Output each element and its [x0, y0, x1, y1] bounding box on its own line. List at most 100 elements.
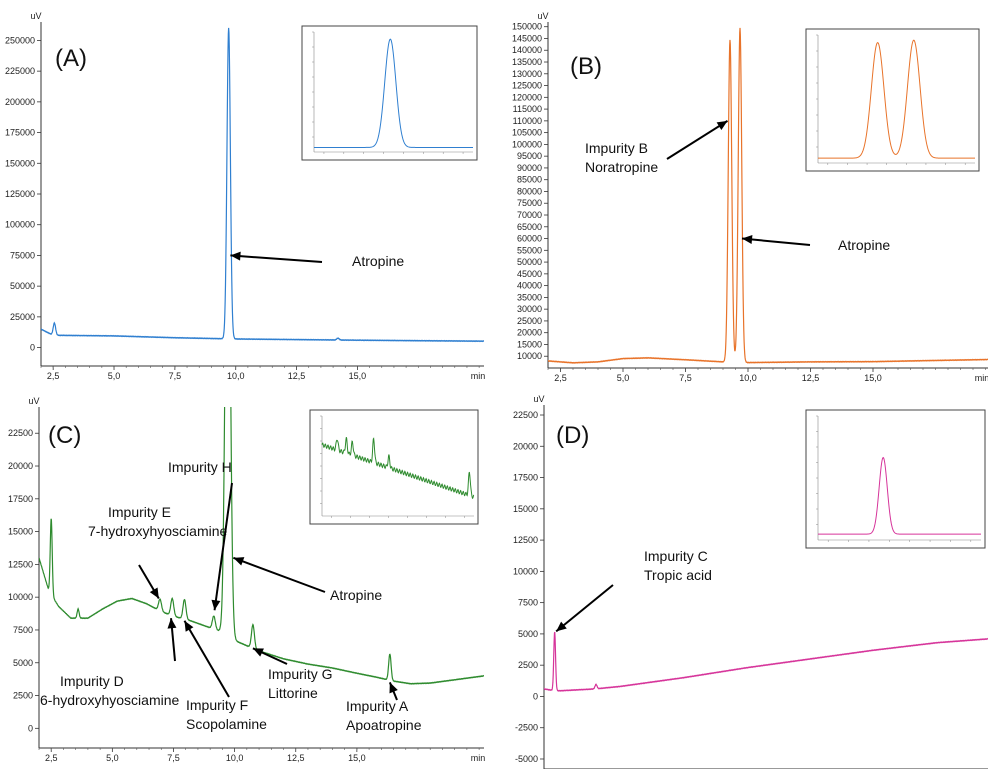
- x-unit-label: min: [471, 371, 486, 381]
- y-tick-label: 25000: [10, 312, 35, 322]
- panel-label: (B): [570, 53, 602, 80]
- y-tick-label: 100000: [512, 139, 542, 149]
- y-tick-label: 7500: [518, 598, 538, 608]
- peak-annotation: Impurity A Apoatropine: [346, 682, 422, 733]
- chromatogram-trace: [39, 407, 484, 685]
- annotation-text: Atropine: [352, 253, 404, 269]
- y-tick-label: 25000: [517, 316, 542, 326]
- y-tick-label: 15000: [517, 339, 542, 349]
- peak-annotation: Impurity C Tropic acid: [555, 548, 712, 633]
- y-tick-label: 45000: [517, 269, 542, 279]
- peak-annotation: Impurity D 6-hydroxyhyosciamine: [40, 618, 179, 708]
- annotation-text: Impurity E: [108, 504, 171, 520]
- arrow-head: [389, 682, 398, 694]
- y-tick-label: 40000: [517, 281, 542, 291]
- annotation-text: 7-hydroxyhyosciamine: [88, 523, 227, 539]
- y-tick-label: 50000: [10, 281, 35, 291]
- annotation-text: Impurity F: [186, 697, 248, 713]
- inset-frame: [805, 28, 980, 172]
- y-tick-label: 115000: [513, 104, 542, 114]
- panel-label: (A): [55, 45, 87, 72]
- y-tick-label: 120000: [512, 92, 542, 102]
- arrow-head: [233, 557, 245, 566]
- x-tick-label: 15,0: [348, 753, 366, 763]
- annotation-text: Atropine: [330, 587, 382, 603]
- inset-frame: [805, 409, 986, 549]
- x-tick-label: 2,5: [45, 753, 58, 763]
- y-tick-label: 30000: [517, 304, 542, 314]
- y-tick-label: -2500: [515, 723, 538, 733]
- y-unit-label: uV: [28, 396, 39, 406]
- inset-trace: [314, 38, 473, 148]
- arrow-head: [230, 251, 241, 261]
- y-tick-label: 55000: [517, 245, 542, 255]
- inset-trace: [818, 456, 981, 535]
- x-unit-label: min: [471, 753, 486, 763]
- x-tick-label: 7,5: [169, 371, 182, 381]
- y-tick-label: 85000: [517, 175, 542, 185]
- y-tick-label: 100000: [5, 220, 35, 230]
- y-tick-label: 10000: [513, 566, 538, 576]
- x-tick-label: 7,5: [679, 373, 692, 383]
- y-tick-label: 22500: [8, 428, 33, 438]
- x-unit-label: min: [975, 373, 988, 383]
- zoom-inset: [805, 28, 980, 172]
- zoom-inset: [805, 409, 986, 549]
- peak-annotation: Atropine: [233, 556, 382, 603]
- x-tick-label: 10,0: [227, 371, 245, 381]
- y-unit-label: uV: [537, 11, 548, 21]
- x-tick-label: 5,0: [617, 373, 630, 383]
- y-tick-label: 5000: [13, 658, 33, 668]
- annotation-text: Apoatropine: [346, 717, 422, 733]
- y-tick-label: 125000: [5, 189, 35, 199]
- y-tick-label: 130000: [512, 69, 542, 79]
- peak-annotation: Atropine: [741, 235, 890, 253]
- arrow-head: [184, 620, 194, 632]
- y-tick-label: 225000: [5, 66, 35, 76]
- y-tick-label: 150000: [512, 22, 542, 32]
- inset-trace: [818, 39, 975, 159]
- y-unit-label: uV: [30, 11, 41, 21]
- chart-panel-d: -5000 -2500 0 2500 5000 7500 10000 12500 15000 17…: [513, 394, 988, 769]
- annotation-arrow: [233, 556, 326, 593]
- chromatogram-trace: [544, 631, 988, 692]
- chart-panel-c: 0 2500 5000 7500 10000 12500 15000 17500 20000 22…: [8, 396, 486, 763]
- y-tick-label: 12500: [513, 535, 538, 545]
- annotation-text: Littorine: [268, 685, 318, 701]
- x-tick-label: 12,5: [287, 753, 305, 763]
- x-tick-label: 5,0: [108, 371, 121, 381]
- y-tick-label: 2500: [13, 691, 33, 701]
- y-tick-label: 17500: [8, 494, 33, 504]
- annotation-arrow: [213, 482, 233, 611]
- panel-label: (D): [556, 422, 589, 449]
- peak-annotation: Impurity B Noratropine: [585, 120, 729, 175]
- y-tick-label: 70000: [517, 210, 542, 220]
- y-tick-label: -5000: [515, 754, 538, 764]
- arrow-head: [716, 120, 728, 131]
- peak-annotation: Impurity G Littorine: [252, 647, 333, 701]
- y-tick-label: 15000: [8, 527, 33, 537]
- annotation-text: 6-hydroxyhyosciamine: [40, 692, 179, 708]
- arrow-head: [742, 235, 753, 244]
- peak-annotation: Atropine: [230, 251, 404, 269]
- x-tick-label: 5,0: [106, 753, 119, 763]
- x-tick-label: 10,0: [226, 753, 244, 763]
- y-tick-label: 60000: [517, 234, 542, 244]
- y-tick-label: 12500: [8, 559, 33, 569]
- y-unit-label: uV: [533, 394, 544, 404]
- annotation-arrow: [741, 237, 811, 246]
- y-tick-label: 2500: [518, 660, 538, 670]
- y-tick-label: 10000: [517, 351, 542, 361]
- annotation-arrow: [666, 120, 729, 160]
- y-tick-label: 65000: [517, 222, 542, 232]
- arrow-head: [556, 621, 567, 632]
- y-tick-label: 80000: [517, 186, 542, 196]
- chart-panel-a: 0 25000 50000 75000 100000 125000 150000 175000…: [5, 11, 485, 381]
- y-tick-label: 175000: [5, 128, 35, 138]
- annotation-text: Impurity B: [585, 140, 648, 156]
- x-tick-label: 2,5: [554, 373, 567, 383]
- annotation-arrow: [230, 254, 323, 263]
- annotation-arrow: [555, 584, 614, 633]
- annotation-text: Impurity G: [268, 666, 333, 682]
- zoom-inset: [309, 409, 479, 525]
